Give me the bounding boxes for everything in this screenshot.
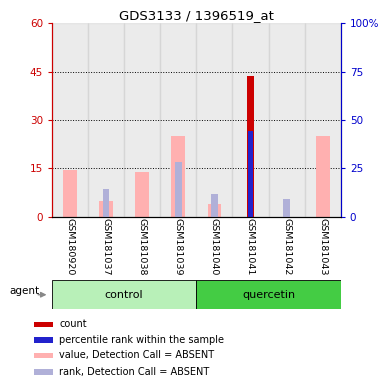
Text: GSM180920: GSM180920 bbox=[65, 218, 75, 276]
Title: GDS3133 / 1396519_at: GDS3133 / 1396519_at bbox=[119, 9, 274, 22]
Bar bbox=[175, 162, 182, 217]
Bar bbox=[316, 136, 330, 217]
Text: value, Detection Call = ABSENT: value, Detection Call = ABSENT bbox=[59, 350, 214, 360]
Text: GSM181039: GSM181039 bbox=[174, 218, 183, 276]
Bar bbox=[211, 194, 218, 217]
Bar bbox=[88, 23, 124, 217]
Text: control: control bbox=[105, 290, 144, 300]
Bar bbox=[99, 201, 113, 217]
Text: percentile rank within the sample: percentile rank within the sample bbox=[59, 335, 224, 345]
Text: GSM181040: GSM181040 bbox=[210, 218, 219, 276]
Bar bbox=[160, 23, 196, 217]
Bar bbox=[34, 353, 53, 358]
Bar bbox=[136, 172, 149, 217]
Bar bbox=[103, 189, 109, 217]
Bar bbox=[247, 76, 254, 217]
Text: agent: agent bbox=[9, 286, 40, 296]
Bar bbox=[196, 280, 341, 309]
Text: GSM181042: GSM181042 bbox=[282, 218, 291, 276]
Bar bbox=[248, 131, 253, 217]
Text: GSM181037: GSM181037 bbox=[102, 218, 110, 276]
Text: count: count bbox=[59, 319, 87, 329]
Bar bbox=[52, 23, 88, 217]
Bar bbox=[124, 23, 160, 217]
Text: GSM181041: GSM181041 bbox=[246, 218, 255, 276]
Text: GSM181043: GSM181043 bbox=[318, 218, 327, 276]
Bar bbox=[34, 337, 53, 343]
Text: GSM181038: GSM181038 bbox=[138, 218, 147, 276]
Bar bbox=[52, 280, 196, 309]
Bar bbox=[196, 23, 233, 217]
Bar bbox=[305, 23, 341, 217]
Text: quercetin: quercetin bbox=[242, 290, 295, 300]
Bar bbox=[63, 170, 77, 217]
Bar bbox=[34, 369, 53, 375]
Bar bbox=[233, 23, 269, 217]
Bar bbox=[269, 23, 305, 217]
Bar bbox=[171, 136, 185, 217]
Bar bbox=[283, 199, 290, 217]
Bar bbox=[208, 204, 221, 217]
Bar bbox=[34, 322, 53, 327]
Text: rank, Detection Call = ABSENT: rank, Detection Call = ABSENT bbox=[59, 367, 209, 377]
